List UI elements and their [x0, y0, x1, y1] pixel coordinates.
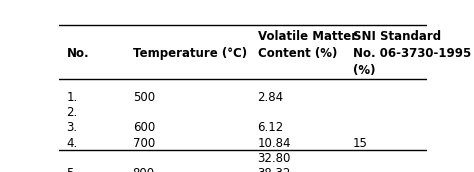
Text: No.: No. [66, 47, 89, 60]
Text: (%): (%) [353, 64, 375, 77]
Text: 15: 15 [353, 137, 368, 149]
Text: Content (%): Content (%) [258, 47, 337, 60]
Text: 4.: 4. [66, 137, 78, 149]
Text: 700: 700 [133, 137, 155, 149]
Text: 800: 800 [133, 167, 155, 172]
Text: 5.: 5. [66, 167, 78, 172]
Text: Temperature (°C): Temperature (°C) [133, 47, 247, 60]
Text: SNI Standard: SNI Standard [353, 30, 441, 43]
Text: 38.32: 38.32 [258, 167, 291, 172]
Text: 32.80: 32.80 [258, 152, 291, 165]
Text: 500: 500 [133, 91, 155, 104]
Text: Volatile Matter: Volatile Matter [258, 30, 357, 43]
Text: 2.: 2. [66, 106, 78, 119]
Text: 1.: 1. [66, 91, 78, 104]
Text: 600: 600 [133, 121, 155, 134]
Text: 3.: 3. [66, 121, 78, 134]
Text: 6.12: 6.12 [258, 121, 284, 134]
Text: 10.84: 10.84 [258, 137, 291, 149]
Text: No. 06-3730-1995: No. 06-3730-1995 [353, 47, 471, 60]
Text: 2.84: 2.84 [258, 91, 284, 104]
